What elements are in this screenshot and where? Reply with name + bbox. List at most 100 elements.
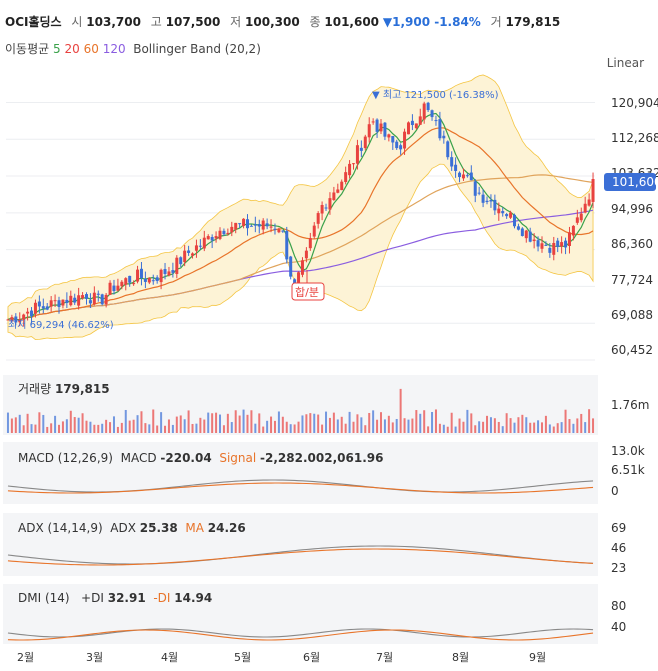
candle-body <box>469 172 473 181</box>
volume-bar <box>442 424 445 433</box>
candle-body <box>65 299 69 303</box>
volume-bar <box>81 413 84 433</box>
volume-bar <box>246 414 249 433</box>
volume-bar <box>423 410 426 433</box>
candle-body <box>450 157 454 167</box>
candle-body <box>571 225 575 236</box>
candle-body <box>544 244 548 246</box>
volume-bar <box>379 412 382 433</box>
scale-toggle[interactable]: Linear <box>606 56 644 70</box>
volume-bar <box>238 415 241 433</box>
candle-body <box>304 250 308 259</box>
signal-line <box>7 482 594 494</box>
candle-body <box>73 297 77 303</box>
change-value: ▼1,900 -1.84% <box>382 15 481 29</box>
volume-bar <box>152 409 155 433</box>
volume-bar <box>266 420 269 433</box>
adx-line <box>7 545 594 565</box>
volume-bar <box>568 419 571 433</box>
volume-bar <box>431 412 434 433</box>
volume-bar <box>116 426 119 433</box>
quote-header: OCI홀딩스 시 103,700 고 107,500 저 100,300 종 1… <box>5 13 560 30</box>
volume-bar <box>22 425 25 433</box>
candle-body <box>242 218 246 226</box>
volume-bar <box>352 421 355 433</box>
indicator-lines <box>7 479 594 641</box>
volume-bar <box>360 417 363 433</box>
volume-bar <box>183 419 186 433</box>
volume-bar <box>203 419 206 433</box>
volume-bar <box>376 419 379 433</box>
volume-bar <box>336 419 339 433</box>
volume-bar <box>293 424 296 433</box>
volume-bar <box>167 419 170 433</box>
volume-bar <box>124 409 127 433</box>
dmi-axis-tick: 40 <box>611 620 626 634</box>
volume-bar <box>46 426 49 433</box>
candle-body <box>395 141 399 149</box>
candle-body <box>375 119 379 132</box>
volume-bar <box>305 414 308 433</box>
volume-bar <box>368 412 371 433</box>
candle-body <box>210 237 214 241</box>
candle-body <box>422 103 426 120</box>
candle-body <box>132 283 136 285</box>
mdi-value: 14.94 <box>174 591 213 605</box>
candle-body <box>218 230 222 239</box>
volume-bar <box>364 425 367 433</box>
volume-bar <box>552 426 555 433</box>
candle-body <box>214 236 218 239</box>
volume-bar <box>89 421 92 433</box>
volume-bar <box>179 415 182 433</box>
candle-body <box>57 300 61 307</box>
volume-bar <box>332 412 335 433</box>
volume-title: 거래량 179,815 <box>18 380 110 397</box>
macd-axis-tick: 0 <box>611 484 619 498</box>
volume-bar <box>26 413 29 433</box>
volume-bar <box>391 422 394 433</box>
volume-bar <box>383 419 386 433</box>
candle-body <box>253 224 257 226</box>
candle-body <box>26 311 30 314</box>
candle-body <box>120 281 124 287</box>
candle-body <box>167 271 171 276</box>
candle-body <box>387 134 391 138</box>
candle-body <box>222 230 226 235</box>
candle-body <box>257 224 261 227</box>
ma-legend[interactable]: 이동평균 5 20 60 120 Bollinger Band (20,2) <box>5 40 261 57</box>
volume-bar <box>50 423 53 433</box>
ma20-label: 20 <box>64 42 80 56</box>
candle-body <box>61 299 65 306</box>
candle-body <box>128 275 132 283</box>
volume-bar <box>482 421 485 433</box>
adx-value: 25.38 <box>139 521 178 535</box>
volume-bar <box>144 423 147 433</box>
candle-body <box>6 319 10 321</box>
volume-bar <box>533 422 536 433</box>
volume-bar <box>580 413 583 433</box>
volume-bar <box>222 425 225 433</box>
candle-body <box>194 245 198 251</box>
volume-bars <box>6 388 595 433</box>
candle-body <box>524 230 528 239</box>
candle-body <box>509 212 513 218</box>
volume-bar <box>540 422 543 433</box>
volume-bar <box>309 413 312 433</box>
candle-body <box>45 306 49 310</box>
current-price-tag <box>604 173 656 191</box>
candle-body <box>556 240 560 248</box>
volume-bar <box>478 421 481 433</box>
candle-body <box>564 240 568 248</box>
volume-bar <box>297 421 300 433</box>
candle-body <box>22 314 26 320</box>
volume-bar <box>270 416 273 433</box>
pdi-label: +DI <box>81 591 104 605</box>
ma60-label: 60 <box>83 42 99 56</box>
volume-bar <box>501 426 504 433</box>
candle-body <box>355 145 359 164</box>
candle-body <box>300 260 304 275</box>
volume-bar <box>226 413 229 433</box>
volume-bar <box>171 424 174 433</box>
volume-bar <box>497 421 500 433</box>
